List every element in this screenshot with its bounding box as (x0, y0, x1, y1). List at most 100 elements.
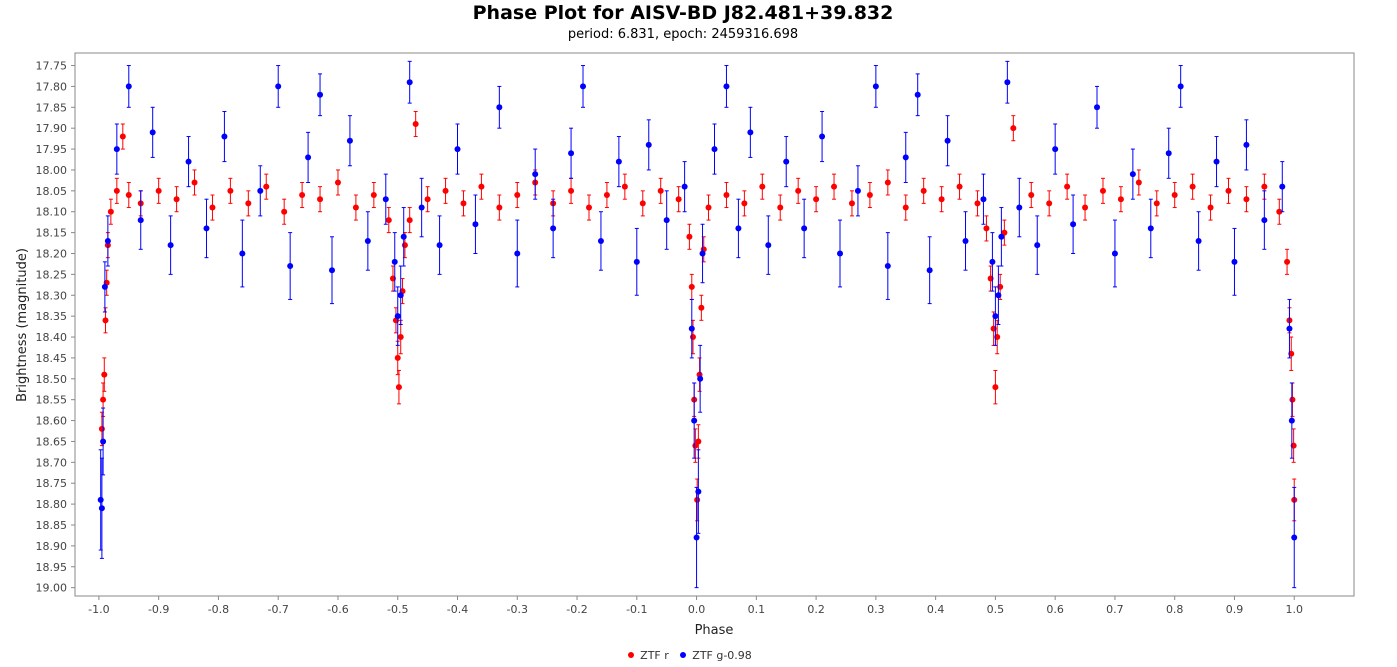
y-tick-label: 18.35 (36, 310, 68, 323)
data-point (603, 192, 610, 199)
x-tick-label: 0.7 (1106, 603, 1124, 616)
data-point (872, 83, 879, 90)
data-point (352, 204, 359, 211)
legend-label: ZTF g-0.98 (692, 648, 752, 662)
data-point (1261, 217, 1268, 224)
data-point (299, 192, 306, 199)
data-point (568, 187, 575, 194)
y-tick-label: 18.45 (36, 352, 68, 365)
data-point (723, 192, 730, 199)
y-tick-label: 18.90 (36, 540, 68, 553)
data-point (621, 183, 628, 190)
y-tick-label: 18.25 (36, 268, 68, 281)
data-point (125, 192, 132, 199)
data-point (705, 204, 712, 211)
data-point (866, 192, 873, 199)
data-point (98, 425, 105, 432)
data-point (1231, 258, 1238, 265)
data-point (633, 258, 640, 265)
data-point (227, 187, 234, 194)
data-point (689, 334, 696, 341)
data-point (974, 200, 981, 207)
data-point (1276, 208, 1283, 215)
data-point (391, 258, 398, 265)
data-point (1243, 141, 1250, 148)
data-point (454, 146, 461, 153)
x-tick-label: 0.2 (807, 603, 825, 616)
data-point (1111, 250, 1118, 257)
y-tick-label: 18.80 (36, 498, 68, 511)
x-tick-label: -0.9 (148, 603, 169, 616)
data-point (585, 204, 592, 211)
data-point (1010, 125, 1017, 132)
legend-label: ZTF r (640, 648, 669, 662)
data-point (203, 225, 210, 232)
y-tick-label: 17.95 (36, 143, 68, 156)
y-tick-label: 17.80 (36, 80, 68, 93)
y-tick-label: 18.70 (36, 456, 68, 469)
data-point (995, 292, 1002, 299)
y-tick-label: 19.00 (36, 582, 68, 595)
data-point (424, 196, 431, 203)
data-point (962, 237, 969, 244)
data-point (735, 225, 742, 232)
data-point (397, 292, 404, 299)
data-point (281, 208, 288, 215)
data-point (698, 304, 705, 311)
data-point (884, 179, 891, 186)
data-point (496, 104, 503, 111)
data-point (747, 129, 754, 136)
data-point (902, 204, 909, 211)
data-point (167, 242, 174, 249)
x-axis: -1.0 -0.9 -0.8 -0.7 -0.6 -0.5 -0.4 -0.3 -0.2 -0.1… (88, 596, 1303, 616)
data-point (442, 187, 449, 194)
data-point (395, 384, 402, 391)
data-point (777, 204, 784, 211)
data-point (914, 91, 921, 98)
x-tick-label: 0.6 (1046, 603, 1064, 616)
x-tick-label: 0.9 (1226, 603, 1244, 616)
data-point (765, 242, 772, 249)
y-tick-label: 17.90 (36, 122, 68, 135)
data-point (1171, 192, 1178, 199)
data-point (1261, 183, 1268, 190)
x-tick-label: -0.6 (327, 603, 348, 616)
data-point (686, 233, 693, 240)
data-point (801, 225, 808, 232)
data-point (854, 187, 861, 194)
data-point (317, 196, 324, 203)
data-point (1225, 187, 1232, 194)
data-point (992, 313, 999, 320)
data-point (137, 217, 144, 224)
data-point (615, 158, 622, 165)
data-point (597, 237, 604, 244)
data-point (149, 129, 156, 136)
data-point (1064, 183, 1071, 190)
data-point (693, 534, 700, 541)
data-point (1070, 221, 1077, 228)
data-point (334, 179, 341, 186)
data-point (1129, 171, 1136, 178)
legend-item-ztf-r: ZTF r (628, 649, 669, 662)
data-point (104, 237, 111, 244)
data-point (119, 133, 126, 140)
legend-item-ztf-g: ZTF g-0.98 (680, 649, 752, 662)
y-tick-label: 18.40 (36, 331, 68, 344)
series-ztf-g (97, 60, 1298, 589)
y-tick-label: 17.85 (36, 101, 68, 114)
data-point (305, 154, 312, 161)
data-point (370, 192, 377, 199)
data-point (694, 496, 701, 503)
x-tick-label: -0.3 (507, 603, 528, 616)
data-point (1016, 204, 1023, 211)
data-point (257, 187, 264, 194)
data-point (191, 179, 198, 186)
data-point (848, 200, 855, 207)
data-point (107, 208, 114, 215)
data-point (1117, 196, 1124, 203)
data-point (113, 146, 120, 153)
data-point (100, 438, 107, 445)
data-point (691, 417, 698, 424)
y-tick-label: 17.75 (36, 60, 68, 73)
data-point (675, 196, 682, 203)
